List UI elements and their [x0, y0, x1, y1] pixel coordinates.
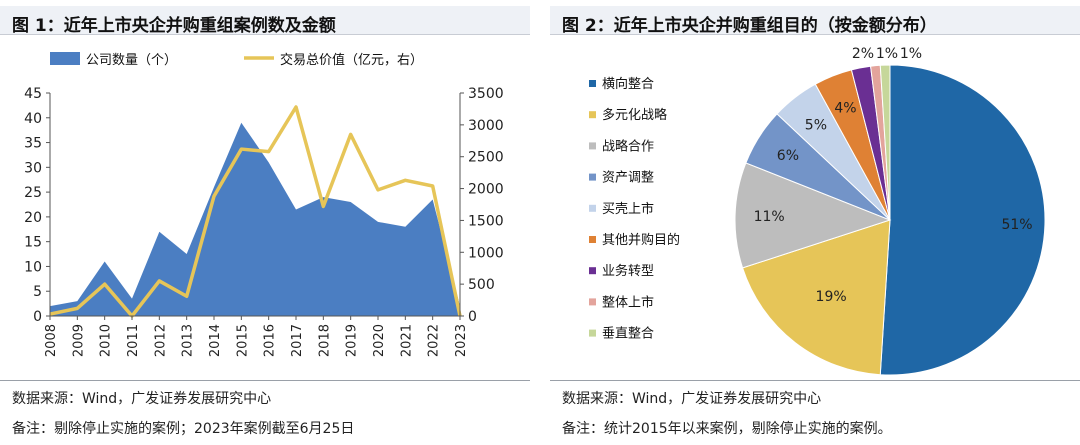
- y-tick-label-right: 3500: [468, 86, 504, 102]
- pie-data-label: 19%: [816, 289, 847, 305]
- x-tick-label: 2014: [208, 324, 223, 357]
- x-tick-label: 2020: [372, 324, 387, 357]
- pie-data-label: 1%: [900, 46, 922, 62]
- legend-label: 战略合作: [602, 138, 654, 154]
- pie-data-label: 5%: [805, 117, 827, 133]
- y-tick-label-right: 1000: [468, 245, 504, 261]
- x-tick-label: 2010: [99, 324, 114, 357]
- legend-swatch: [589, 236, 596, 243]
- area-line-chart: 公司数量（个） 交易总价值（亿元，右） 0 5 10 15 20 25 30 35 40 45 0 500…: [24, 52, 504, 357]
- y-tick-label-left: 0: [33, 309, 42, 325]
- x-tick-label: 2021: [399, 324, 414, 357]
- legend-label: 垂直整合: [602, 327, 654, 342]
- data-source-note: 数据来源：Wind，广发证券发展研究中心: [12, 391, 272, 407]
- divider: [0, 380, 530, 381]
- line-series-transaction-value: [49, 105, 462, 318]
- y-tick-label-right: 0: [468, 309, 477, 325]
- pie-data-label: 51%: [1001, 217, 1032, 233]
- chart-title: 图 2：近年上市央企并购重组目的（按金额分布）: [562, 16, 937, 36]
- y-tick-label-left: 10: [24, 259, 42, 275]
- pie-chart: 51%19%11%6%5%4%2% 1% 1%横向整合多元化战略战略合作资产调整买壳…: [589, 46, 1046, 376]
- legend-swatch: [589, 80, 596, 87]
- pie-data-label: 1%: [876, 46, 898, 62]
- pie-data-label: 4%: [834, 101, 856, 117]
- y-tick-label-left: 25: [24, 185, 42, 201]
- chart-panel-right: 图 2：近年上市央企并购重组目的（按金额分布） 51% 19% 11% 6% 5% 4% 2…: [550, 0, 1080, 445]
- legend-swatch: [589, 142, 596, 150]
- legend-swatch: [589, 298, 596, 306]
- legend-swatch: [589, 329, 596, 337]
- data-source-note: 数据来源：Wind，广发证券发展研究中心: [562, 391, 822, 407]
- legend-swatch: [589, 111, 596, 119]
- pie-data-label: 11%: [754, 209, 785, 225]
- legend-swatch: [589, 173, 596, 181]
- x-tick-label: 2012: [153, 324, 168, 357]
- legend-label: 公司数量（个）: [86, 53, 177, 68]
- y-tick-label-left: 45: [24, 86, 42, 102]
- y-tick-label-left: 40: [24, 111, 42, 127]
- x-tick-label: 2018: [317, 324, 332, 357]
- x-tick-label: 2019: [345, 324, 360, 357]
- pie-data-label: 2%: [852, 46, 874, 62]
- pie-slice: [879, 64, 891, 221]
- pie-data-label: 6%: [777, 148, 799, 164]
- x-tick-label: 2016: [263, 324, 278, 357]
- legend-label: 整体上市: [602, 294, 654, 310]
- y-tick-label-left: 20: [24, 210, 42, 226]
- footnote: 备注：统计2015年以来案例，剔除停止实施的案例。: [562, 421, 892, 437]
- legend-swatch: [589, 204, 596, 212]
- y-tick-label-left: 35: [24, 136, 42, 152]
- legend-label: 其他并购目的: [602, 232, 680, 248]
- legend-swatch-area: [50, 52, 80, 65]
- legend-label: 多元化战略: [602, 107, 667, 123]
- chart-title-bar: 图 2：近年上市央企并购重组目的（按金额分布）: [550, 6, 1080, 36]
- legend-swatch: [589, 267, 596, 275]
- pie-slice: [879, 64, 1046, 376]
- pie-slice: [741, 219, 891, 376]
- y-tick-label-left: 15: [24, 235, 42, 251]
- chart-panel-left: 图 1：近年上市央企并购重组案例数及金额 公司数量（个） 交易总价值（亿元，右） 0…: [0, 0, 530, 445]
- area-series-company-count: [50, 122, 460, 316]
- legend-label: 横向整合: [602, 76, 654, 92]
- footnote: 备注：剔除停止实施的案例；2023年案例截至6月25日: [12, 421, 355, 437]
- y-tick-label-right: 3000: [468, 118, 504, 134]
- legend-label: 业务转型: [602, 263, 654, 279]
- chart-title: 图 1：近年上市央企并购重组案例数及金额: [12, 16, 336, 36]
- x-tick-label: 2017: [290, 324, 305, 357]
- x-tick-label: 2015: [235, 324, 250, 357]
- divider: [550, 380, 1080, 381]
- x-tick-label: 2009: [71, 324, 86, 357]
- legend-label: 交易总价值（亿元，右）: [280, 52, 423, 68]
- x-tick-label: 2022: [427, 324, 442, 357]
- legend-label: 资产调整: [602, 171, 654, 186]
- y-tick-label-left: 30: [24, 160, 42, 176]
- x-tick-label: 2023: [454, 324, 469, 357]
- y-tick-label-right: 2000: [468, 182, 504, 198]
- x-tick-label: 2013: [181, 324, 196, 357]
- pie-slice: [734, 162, 892, 269]
- y-tick-label-left: 5: [33, 284, 42, 300]
- y-tick-label-right: 2500: [468, 150, 504, 166]
- x-tick-label: 2008: [44, 324, 59, 357]
- legend-label: 买壳上市: [602, 201, 654, 217]
- y-tick-label-right: 500: [468, 277, 495, 293]
- y-tick-label-right: 1500: [468, 213, 504, 229]
- chart-title-bar: 图 1：近年上市央企并购重组案例数及金额: [0, 6, 530, 36]
- chart-legend: 公司数量（个） 交易总价值（亿元，右）: [50, 52, 423, 68]
- x-tick-label: 2011: [126, 324, 141, 357]
